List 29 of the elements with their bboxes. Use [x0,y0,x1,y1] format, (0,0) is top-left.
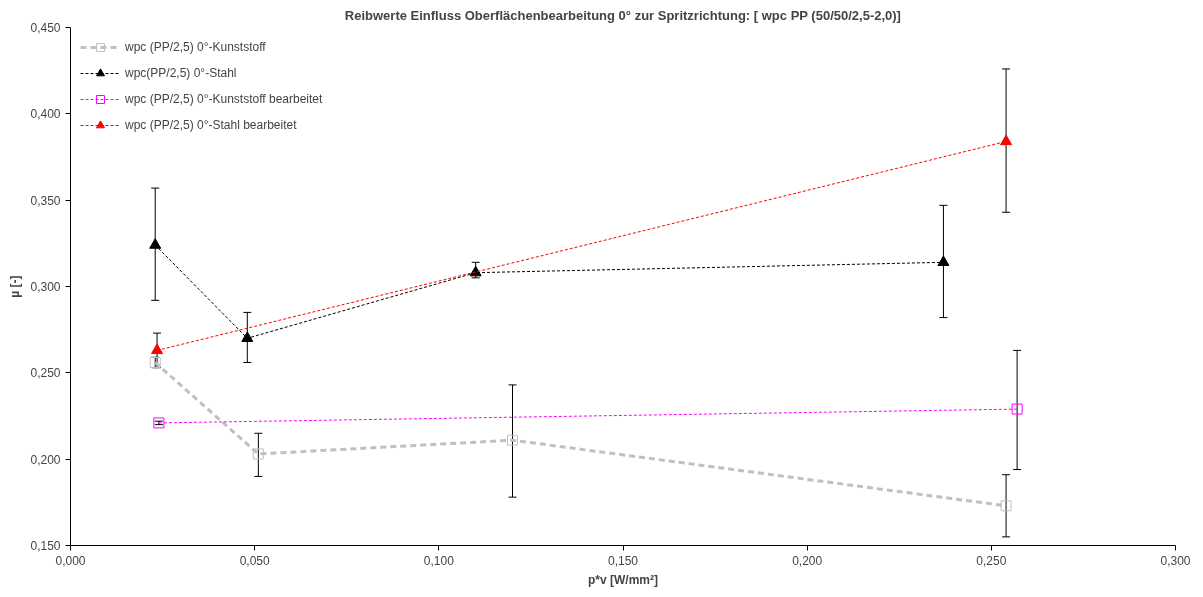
legend-label: wpc (PP/2,5) 0°-Stahl bearbeitet [125,118,297,132]
x-tick-label: 0,050 [239,553,271,568]
legend-label: wpc (PP/2,5) 0°-Kunststoff [125,40,266,54]
y-tick-label: 0,150 [30,539,61,553]
legend-label: wpc(PP/2,5) 0°-Stahl [125,66,237,80]
y-tick-label: 0,450 [30,21,61,35]
y-axis-title: µ [-] [8,275,23,298]
point [241,331,254,342]
y-tick-label: 0,300 [30,280,61,294]
point [149,238,162,249]
chart-title: Reibwerte Einfluss Oberflächenbearbeitung 0° zur Spritzrichtung: [ wpc PP (50/50/2,5-2,0)] [344,7,901,23]
x-tick-label: 0,000 [55,553,86,568]
y-tick-label: 0,400 [30,107,61,122]
point [1011,403,1023,415]
point [1000,500,1012,512]
x-axis-title: p*v [W/mm²] [588,572,658,587]
x-tick-label: 0,100 [423,553,455,568]
y-tick-label: 0,250 [30,366,61,381]
point [252,448,264,460]
x-tick-label: 0,150 [607,553,639,568]
x-tick-label: 0,200 [792,553,823,568]
point [507,434,518,446]
y-tick-label: 0,350 [30,193,61,208]
x-tick-label: 0,250 [976,553,1007,568]
point [469,265,482,277]
y-tick-label: 0,200 [30,452,61,467]
x-tick-label: 0,300 [1160,553,1191,568]
legend-label: wpc (PP/2,5) 0°-Kunststoff bearbeitet [125,92,323,106]
point [937,255,950,266]
